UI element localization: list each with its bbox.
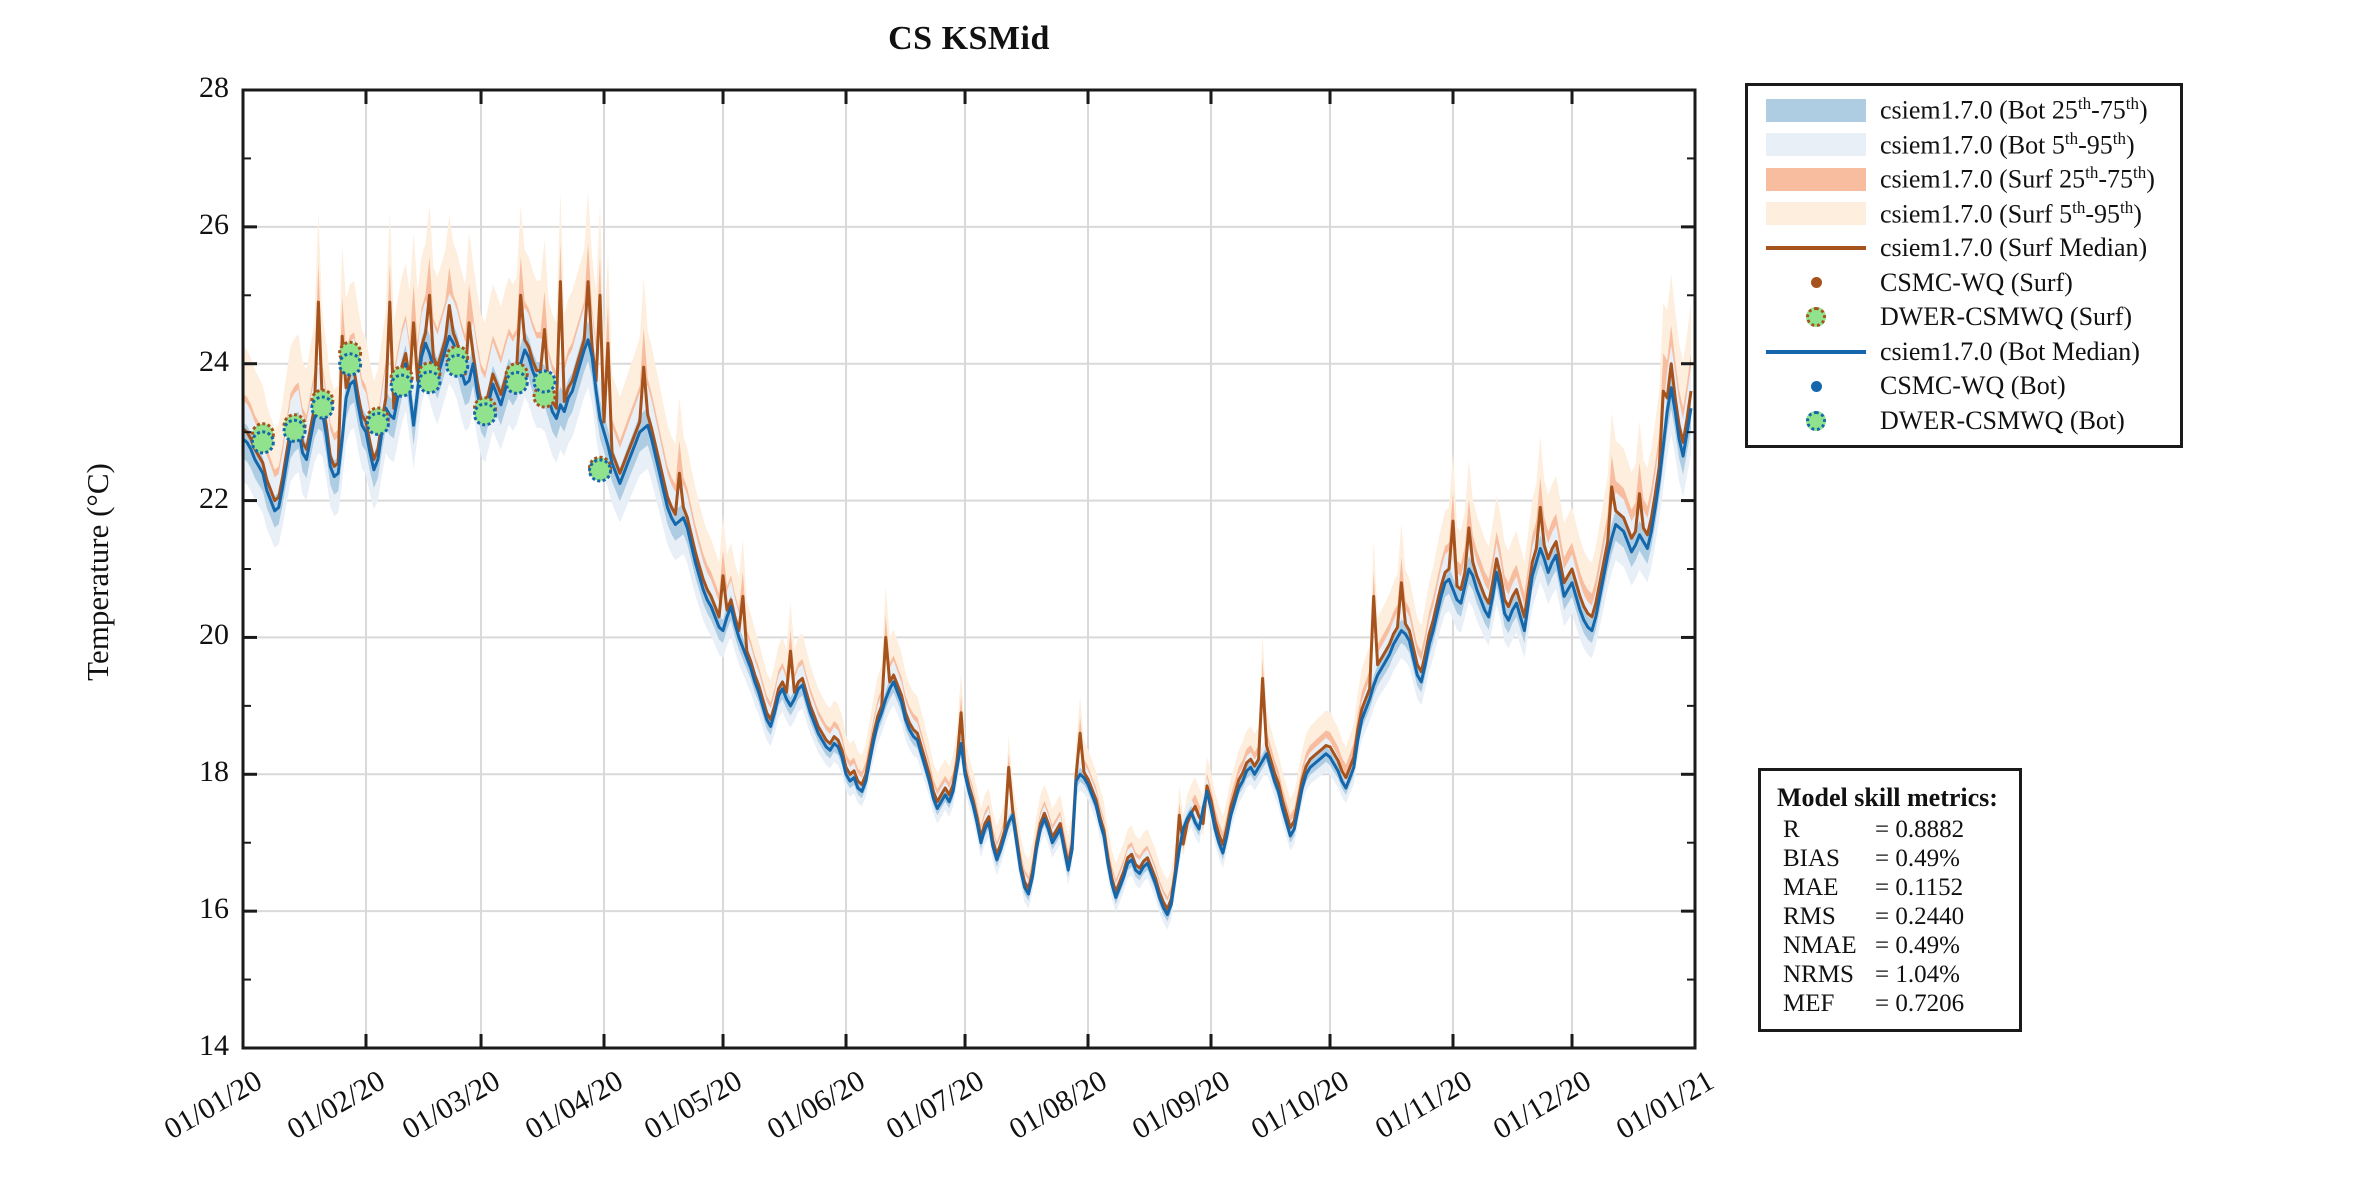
legend-entry: csiem1.7.0 (Surf 25th-75th)	[1748, 163, 2180, 196]
ordinal-suffix: th	[2120, 197, 2134, 217]
legend-entry: DWER-CSMWQ (Bot)	[1748, 404, 2180, 437]
dwer_bot-dot	[282, 418, 307, 443]
metric-value: = 1.04%	[1875, 961, 1960, 988]
dwer_bot-dot	[365, 411, 390, 436]
y-tick-label: 18	[199, 755, 229, 789]
legend-entry: DWER-CSMWQ (Surf)	[1748, 301, 2180, 334]
legend-swatch	[1762, 349, 1870, 354]
metric-label: MAE	[1783, 874, 1839, 901]
legend-label: DWER-CSMWQ (Surf)	[1880, 302, 2133, 332]
metric-row: MEF = 0.7206	[1777, 989, 2019, 1018]
legend-entry: csiem1.7.0 (Surf Median)	[1748, 232, 2180, 265]
y-tick-label: 22	[199, 481, 229, 515]
metric-value: = 0.1152	[1875, 874, 1964, 901]
legend-swatch	[1762, 133, 1870, 157]
dwer_bot-dot	[310, 395, 335, 420]
dwer_bot-dot	[473, 402, 497, 427]
legend-entry: csiem1.7.0 (Bot Median)	[1748, 335, 2180, 368]
legend-entry: csiem1.7.0 (Bot 5th-95th)	[1748, 128, 2180, 161]
legend-swatch	[1762, 380, 1870, 392]
metric-label: R	[1783, 816, 1800, 843]
ordinal-suffix: th	[2112, 128, 2127, 148]
ordinal-suffix: th	[2125, 94, 2140, 114]
legend-label: CSMC-WQ (Bot)	[1880, 371, 2066, 401]
legend-swatch	[1762, 277, 1870, 289]
metric-row: R = 0.8882	[1777, 815, 2019, 844]
legend-label: csiem1.7.0 (Bot Median)	[1880, 336, 2140, 366]
patch-swatch	[1766, 98, 1866, 122]
legend-entry: csiem1.7.0 (Surf 5th-95th)	[1748, 197, 2180, 230]
y-tick-label: 16	[199, 892, 229, 926]
dot-small-swatch	[1810, 380, 1822, 392]
legend-swatch	[1762, 246, 1870, 251]
legend-label: csiem1.7.0 (Bot 5th-95th)	[1880, 128, 2135, 160]
dwer_bot-dot	[532, 369, 557, 394]
dwer_bot-dot	[250, 430, 275, 455]
legend-box: csiem1.7.0 (Bot 25th-75th) csiem1.7.0 (Bo…	[1745, 83, 2183, 448]
metric-row: BIAS = 0.49%	[1777, 844, 2019, 873]
patch-swatch	[1766, 202, 1866, 226]
dot-large-swatch	[1806, 410, 1826, 431]
metrics-rows: R = 0.8882 BIAS = 0.49% MAE = 0.1152 RMS = 0.24…	[1777, 815, 2019, 1018]
dwer_bot-dot	[389, 373, 414, 398]
legend-swatch	[1762, 167, 1870, 191]
legend-label: DWER-CSMWQ (Bot)	[1880, 405, 2125, 435]
legend-label: CSMC-WQ (Surf)	[1880, 267, 2073, 297]
legend-label: csiem1.7.0 (Surf 25th-75th)	[1880, 163, 2155, 194]
y-tick-label: 14	[199, 1029, 229, 1062]
metric-value: = 0.8882	[1875, 816, 1965, 843]
metric-label: NRMS	[1783, 961, 1854, 988]
legend-swatch	[1762, 307, 1870, 328]
legend-label: csiem1.7.0 (Surf Median)	[1880, 233, 2148, 263]
metric-value: = 0.49%	[1875, 932, 1960, 959]
dwer_bot-dot	[445, 353, 470, 378]
legend-swatch	[1762, 98, 1870, 122]
y-tick-label: 26	[199, 207, 229, 241]
dwer_bot-dot	[504, 370, 529, 395]
metric-row: NMAE = 0.49%	[1777, 931, 2019, 960]
ordinal-suffix: th	[2064, 128, 2079, 148]
dwer_bot-dot	[588, 458, 613, 483]
metrics-box: Model skill metrics: R = 0.8882 BIAS = 0.49…	[1758, 768, 2022, 1032]
metric-row: NRMS = 1.04%	[1777, 960, 2019, 989]
ordinal-suffix: th	[2077, 94, 2092, 114]
line-swatch	[1766, 349, 1866, 354]
ordinal-suffix: th	[2133, 163, 2147, 183]
metrics-title: Model skill metrics:	[1777, 783, 1998, 812]
metric-value: = 0.2440	[1875, 903, 1965, 930]
metric-row: RMS = 0.2440	[1777, 902, 2019, 931]
legend-swatch	[1762, 410, 1870, 431]
legend-entry: CSMC-WQ (Surf)	[1748, 266, 2180, 299]
metric-row: MAE = 0.1152	[1777, 873, 2019, 902]
dot-small-swatch	[1810, 277, 1822, 289]
band-bot	[243, 293, 1691, 930]
dot-large-swatch	[1806, 307, 1826, 328]
patch-swatch	[1766, 167, 1866, 191]
legend-label: csiem1.7.0 (Surf 5th-95th)	[1880, 197, 2142, 229]
y-tick-label: 20	[199, 618, 229, 652]
metric-value: = 0.49%	[1875, 845, 1960, 872]
dwer_bot-dot	[417, 370, 442, 395]
legend-entry: csiem1.7.0 (Bot 25th-75th)	[1748, 94, 2180, 127]
y-tick-label: 28	[199, 71, 229, 104]
legend-swatch	[1762, 202, 1870, 226]
metric-label: BIAS	[1783, 845, 1840, 872]
legend-label: csiem1.7.0 (Bot 25th-75th)	[1880, 94, 2148, 125]
line-swatch	[1766, 246, 1866, 251]
metric-label: MEF	[1783, 990, 1835, 1017]
bot-median-line	[242, 334, 1693, 917]
metric-label: RMS	[1783, 903, 1836, 930]
patch-swatch	[1766, 133, 1866, 157]
dwer_bot-dot	[338, 352, 363, 377]
ordinal-suffix: th	[2072, 197, 2086, 217]
ordinal-suffix: th	[2085, 163, 2099, 183]
chart-title: CS KSMid	[888, 20, 1050, 57]
metric-label: NMAE	[1783, 932, 1857, 959]
metric-value: = 0.7206	[1875, 990, 1965, 1017]
y-tick-label: 24	[199, 344, 229, 378]
y-axis-label: Temperature (°C)	[80, 463, 115, 681]
legend-entry: CSMC-WQ (Bot)	[1748, 370, 2180, 403]
